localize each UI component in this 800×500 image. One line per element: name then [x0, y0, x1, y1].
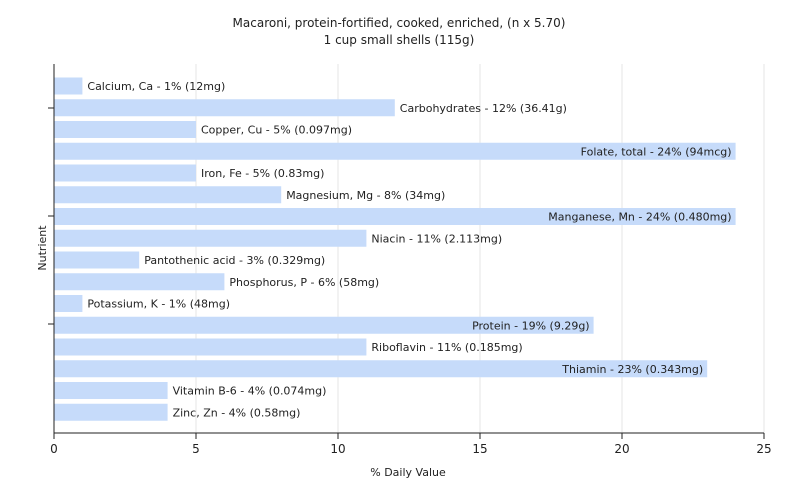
- x-tick-label: 10: [330, 442, 345, 456]
- bar-label: Calcium, Ca - 1% (12mg): [87, 80, 225, 93]
- bar-label: Riboflavin - 11% (0.185mg): [371, 341, 522, 354]
- bar: [54, 295, 83, 312]
- bar: [54, 229, 367, 247]
- bar-label: Vitamin B-6 - 4% (0.074mg): [173, 385, 327, 398]
- bar: [54, 121, 196, 138]
- bar-label: Potassium, K - 1% (48mg): [87, 298, 230, 311]
- bar: [54, 403, 168, 421]
- bar-label: Protein - 19% (9.29g): [472, 319, 590, 332]
- x-tick-label: 15: [472, 442, 487, 456]
- bar: [54, 382, 168, 399]
- bar: [54, 77, 83, 95]
- bar: [54, 316, 594, 334]
- bar: [54, 142, 736, 160]
- bar: [54, 164, 196, 182]
- bar-label: Niacin - 11% (2.113mg): [371, 232, 502, 245]
- bar-label: Carbohydrates - 12% (36.41g): [400, 102, 567, 115]
- chart-title: Macaroni, protein-fortified, cooked, enr…: [233, 16, 566, 30]
- bars: Calcium, Ca - 1% (12mg) Carbohydrates - 1…: [54, 77, 736, 421]
- x-axis-title: % Daily Value: [370, 466, 446, 479]
- bar-label: Thiamin - 23% (0.343mg): [561, 363, 703, 376]
- bar-label: Pantothenic acid - 3% (0.329mg): [144, 254, 325, 267]
- axes: [48, 64, 764, 434]
- bar: [54, 251, 140, 269]
- x-tick-label: 20: [614, 442, 629, 456]
- x-tick-label: 25: [756, 442, 771, 456]
- bar: [54, 273, 225, 291]
- bar: [54, 360, 708, 378]
- bar-label: Manganese, Mn - 24% (0.480mg): [548, 211, 731, 224]
- bar: [54, 186, 282, 204]
- bar-label: Phosphorus, P - 6% (58mg): [229, 276, 379, 289]
- grid-lines: [195, 64, 765, 433]
- bar: [54, 99, 395, 117]
- bar-label: Copper, Cu - 5% (0.097mg): [201, 124, 352, 137]
- bar-label: Iron, Fe - 5% (0.83mg): [201, 167, 324, 180]
- x-tick-label: 0: [50, 442, 58, 456]
- chart-subtitle: 1 cup small shells (115g): [324, 33, 475, 47]
- y-axis-title: Nutrient: [36, 225, 49, 271]
- bar-label: Zinc, Zn - 4% (0.58mg): [173, 406, 301, 419]
- x-tick-label: 5: [192, 442, 200, 456]
- bar: [54, 208, 736, 225]
- x-axis-ticks: 0 5 10 15 20 25: [50, 433, 772, 456]
- bar: [54, 338, 367, 356]
- bar-label: Folate, total - 24% (94mcg): [581, 145, 732, 158]
- bar-label: Magnesium, Mg - 8% (34mg): [286, 189, 445, 202]
